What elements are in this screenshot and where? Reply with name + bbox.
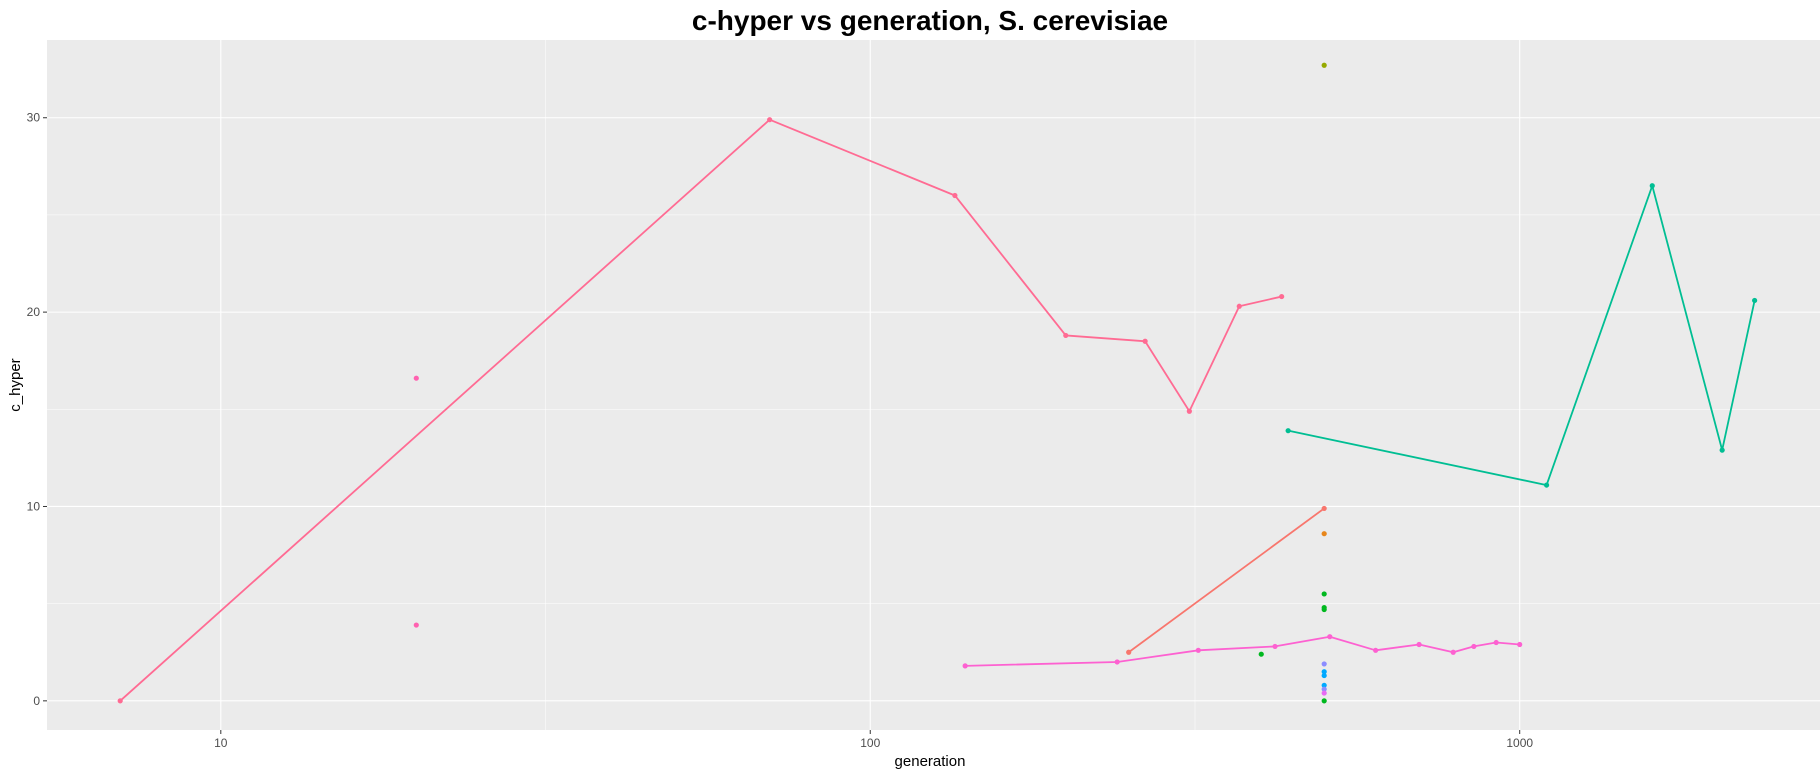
grid-major-lines — [47, 40, 1820, 730]
data-point — [1114, 659, 1120, 665]
chart-title: c-hyper vs generation, S. cerevisiae — [692, 5, 1168, 36]
x-tick-label: 10 — [214, 736, 228, 750]
series-3 — [1258, 591, 1327, 704]
y-tick-label: 0 — [33, 694, 40, 708]
series-10 — [117, 117, 1285, 704]
x-tick-label: 100 — [860, 736, 880, 750]
data-point — [1719, 447, 1725, 453]
data-point — [1126, 649, 1132, 655]
data-point — [117, 698, 123, 704]
data-point — [1321, 591, 1327, 597]
data-point — [1236, 303, 1242, 309]
data-point — [1321, 686, 1327, 692]
data-point — [1272, 643, 1278, 650]
series-5 — [1321, 669, 1327, 688]
y-tick-label: 10 — [27, 499, 41, 513]
data-point — [952, 192, 958, 199]
data-point — [1471, 643, 1477, 650]
data-point — [1321, 661, 1327, 667]
series-7 — [1321, 690, 1327, 696]
data-point — [1142, 338, 1148, 344]
series-9 — [413, 375, 419, 628]
series-2 — [1321, 62, 1327, 68]
data-point — [1186, 408, 1192, 414]
data-point — [1321, 531, 1327, 537]
plot-panel — [47, 40, 1820, 730]
data-point — [413, 622, 419, 628]
y-tick-label: 20 — [27, 305, 41, 319]
y-axis: 0 10 20 30 — [27, 111, 47, 708]
data-point — [1321, 672, 1327, 679]
data-point — [1321, 62, 1327, 68]
x-axis-title: generation — [895, 753, 966, 770]
series-line — [1128, 507, 1325, 653]
series-6 — [1321, 661, 1327, 692]
data-point — [1285, 428, 1291, 434]
series-line — [119, 118, 1282, 702]
data-point — [767, 117, 773, 123]
series-0 — [1126, 505, 1327, 655]
y-axis-title: c_hyper — [7, 358, 24, 411]
data-point — [1195, 647, 1201, 653]
data-point — [1543, 482, 1550, 488]
x-axis: 10 100 1000 — [214, 730, 1533, 750]
data-point — [1321, 669, 1327, 675]
data-point — [1063, 332, 1069, 339]
series-1 — [1321, 531, 1327, 537]
data-point — [1450, 649, 1456, 655]
data-point — [413, 375, 419, 381]
data-point — [1493, 639, 1499, 646]
data-point — [1649, 183, 1655, 189]
data-point — [1321, 698, 1327, 704]
data-point — [1258, 651, 1264, 657]
data-point — [1416, 641, 1422, 648]
data-point — [1327, 634, 1333, 640]
y-tick-label: 30 — [27, 111, 41, 125]
x-tick-label: 1000 — [1506, 736, 1533, 750]
series-8 — [962, 634, 1523, 669]
grid-minor-lines — [47, 40, 1820, 730]
series-4 — [1285, 183, 1758, 488]
series-layer — [117, 62, 1758, 704]
data-point — [1321, 682, 1327, 688]
data-point — [1373, 647, 1379, 653]
data-point — [1321, 690, 1327, 696]
data-point — [1517, 641, 1523, 648]
data-point — [1752, 297, 1758, 304]
data-point — [1321, 505, 1327, 512]
data-point — [1321, 606, 1327, 613]
data-point — [962, 663, 968, 669]
data-point — [1279, 293, 1285, 300]
